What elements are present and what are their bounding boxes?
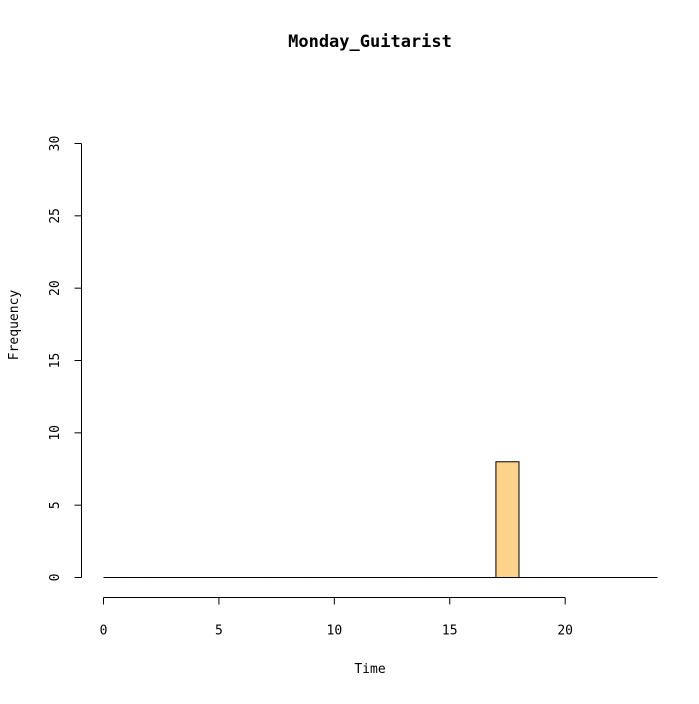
y-axis-label: Frequency <box>7 290 22 361</box>
x-axis: 0 5 10 15 20 <box>100 597 573 639</box>
y-tick-label-5: 5 <box>48 501 63 509</box>
x-tick-label-10: 10 <box>327 624 343 639</box>
x-tick-label-0: 0 <box>100 624 108 639</box>
histogram-bar-17 <box>495 461 520 578</box>
y-tick-label-30: 30 <box>48 136 63 152</box>
y-tick-label-15: 15 <box>48 353 63 369</box>
x-tick-label-20: 20 <box>557 624 573 639</box>
y-tick-label-20: 20 <box>48 280 63 296</box>
bars-layer <box>103 461 658 578</box>
chart-title: Monday_Guitarist <box>288 32 452 52</box>
y-axis: 0 5 10 15 20 25 30 <box>48 136 82 582</box>
y-tick-label-0: 0 <box>48 574 63 582</box>
x-tick-label-15: 15 <box>442 624 458 639</box>
y-tick-label-10: 10 <box>48 425 63 441</box>
x-axis-label: Time <box>354 662 385 677</box>
y-tick-label-25: 25 <box>48 208 63 224</box>
x-tick-label-5: 5 <box>215 624 223 639</box>
